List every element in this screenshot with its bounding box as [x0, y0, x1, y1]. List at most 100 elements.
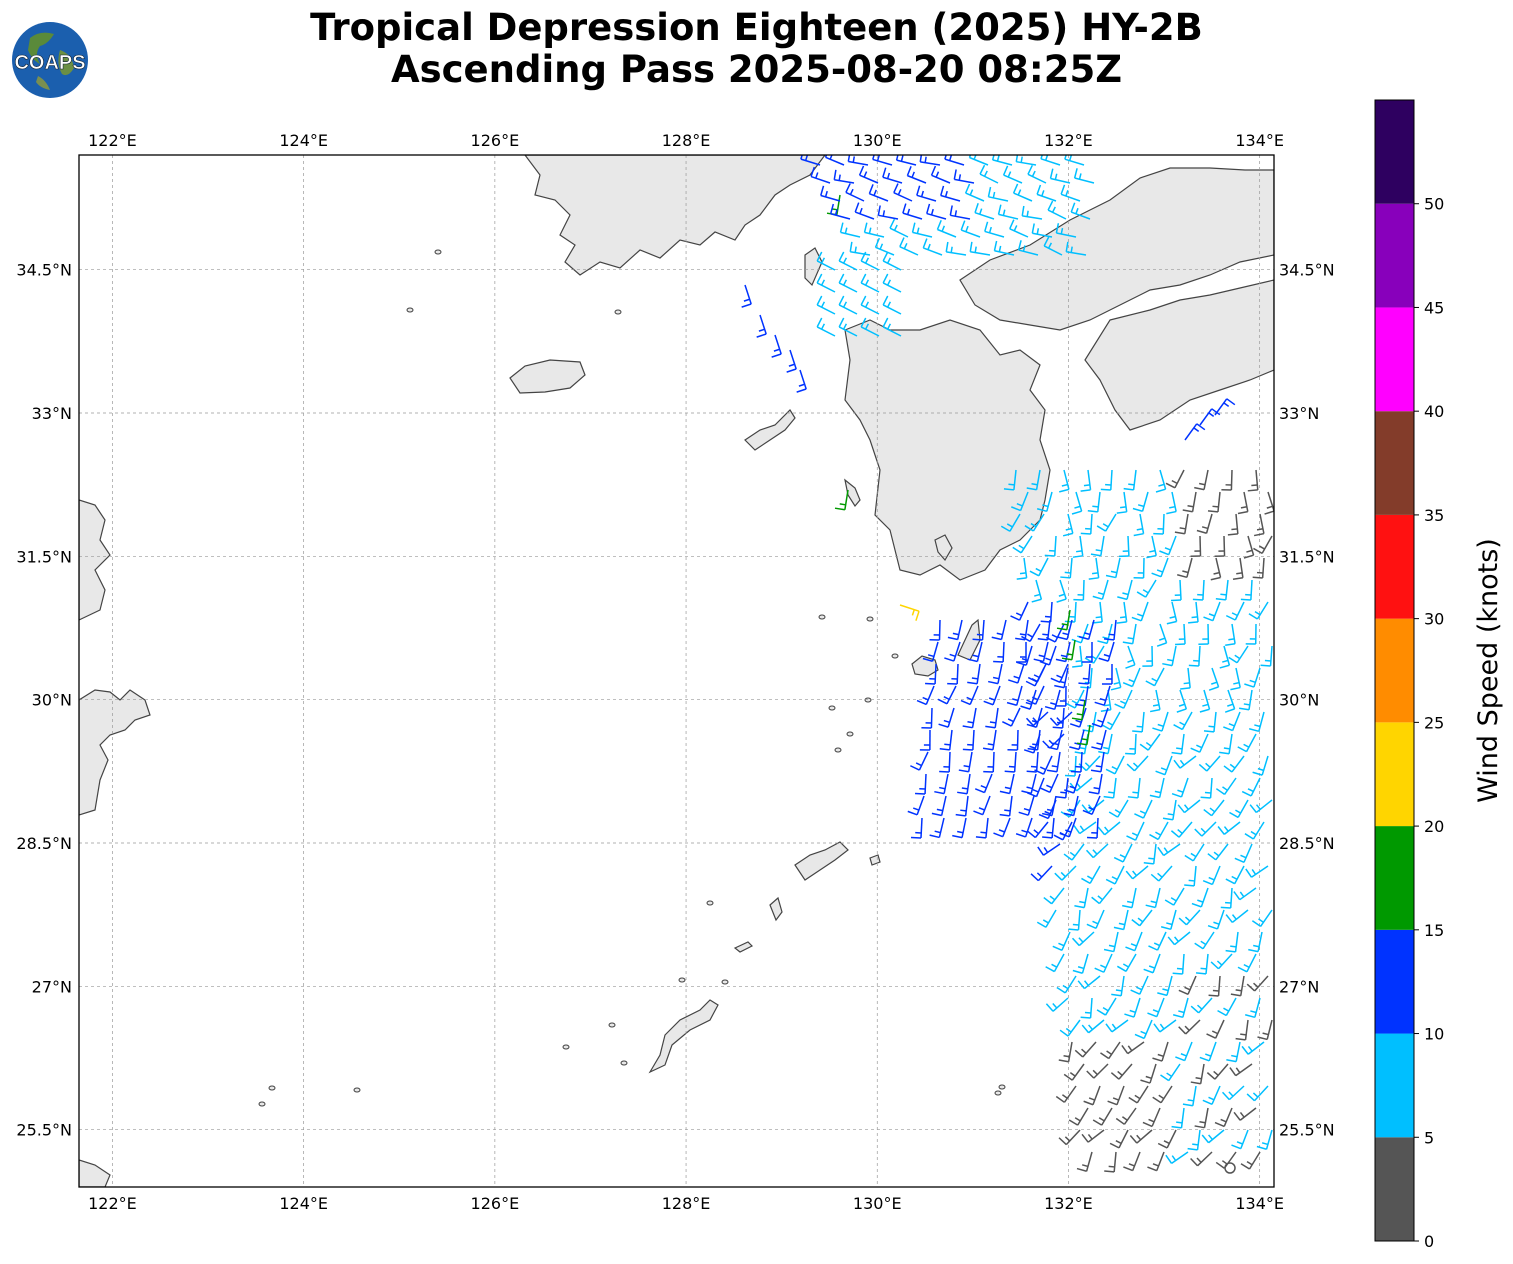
wind-barb	[1103, 619, 1117, 641]
wind-barb	[1101, 711, 1121, 731]
wind-barb	[872, 155, 893, 166]
wind-barb	[1080, 469, 1092, 492]
colorbar-tick-label: 45	[1424, 298, 1444, 317]
wind-barb	[939, 729, 953, 751]
wind-barb	[945, 241, 967, 256]
wind-barb	[919, 729, 931, 751]
lat-tick-label: 27°N	[32, 977, 72, 996]
wind-barb	[1012, 183, 1033, 202]
wind-barb	[1173, 711, 1193, 731]
wind-barb	[1056, 579, 1067, 603]
wind-barb	[1245, 997, 1261, 1019]
wind-barb	[1225, 931, 1239, 953]
wind-barb	[1065, 241, 1087, 256]
wind-barb	[916, 185, 937, 202]
wind-barb	[1081, 1019, 1105, 1034]
wind-barb	[1076, 724, 1091, 746]
land-layer	[79, 155, 1274, 1187]
wind-barb	[975, 817, 989, 839]
wind-barb	[1235, 1019, 1249, 1041]
wind-barb	[1088, 773, 1103, 795]
wind-barb	[1182, 491, 1197, 513]
landmass	[79, 1159, 111, 1187]
wind-barb	[1086, 909, 1105, 930]
colorbar-segment	[1375, 618, 1414, 723]
wind-barb	[1073, 579, 1085, 601]
wind-barb	[1007, 729, 1019, 751]
wind-barb	[1178, 975, 1197, 996]
wind-barb	[1064, 601, 1077, 623]
wind-barb	[921, 707, 933, 729]
wind-barb	[991, 619, 1007, 641]
wind-barb	[1126, 755, 1149, 772]
wind-barb	[1203, 711, 1217, 733]
wind-barb	[1215, 579, 1229, 601]
wind-barb	[1036, 491, 1053, 513]
islet	[891, 653, 899, 659]
wind-barb	[1143, 953, 1161, 974]
wind-barb	[1253, 513, 1265, 537]
wind-barb	[1170, 821, 1193, 838]
wind-barb	[1188, 645, 1201, 667]
wind-barb	[1031, 579, 1043, 603]
wind-barb	[1108, 799, 1129, 818]
lat-tick-label: 25.5°N	[16, 1121, 72, 1140]
wind-barb	[967, 641, 983, 663]
lat-tick-label: 34.5°N	[16, 261, 72, 280]
wind-barb	[1090, 751, 1105, 773]
wind-barb	[800, 155, 821, 166]
wind-barb	[1068, 1107, 1089, 1126]
wind-barb	[1194, 821, 1217, 837]
wind-barb	[1219, 645, 1231, 669]
wind-barb	[1134, 799, 1153, 819]
wind-barb	[1221, 469, 1233, 491]
islet	[434, 249, 442, 255]
wind-barb	[906, 166, 927, 184]
wind-barb	[882, 295, 902, 315]
wind-barb	[1180, 667, 1191, 690]
wind-barb	[1142, 645, 1154, 667]
wind-barb	[968, 155, 989, 166]
wind-barb	[1047, 729, 1063, 751]
wind-barb	[967, 663, 981, 685]
wind-barb	[1092, 579, 1109, 600]
wind-barb	[930, 165, 951, 184]
wind-barb	[1121, 1041, 1145, 1055]
wind-barb	[984, 221, 1005, 238]
wind-barb	[1026, 707, 1043, 728]
wind-barb	[1063, 1063, 1085, 1081]
wind-barb	[1085, 843, 1109, 859]
lon-tick-label: 126°E	[471, 1194, 520, 1213]
lon-tick-label: 128°E	[662, 1194, 711, 1213]
islet	[721, 979, 729, 985]
wind-barb	[1043, 236, 1063, 256]
wind-barb	[1015, 619, 1029, 641]
wind-barb	[983, 685, 1001, 706]
wind-barb	[1054, 865, 1077, 881]
wind-barb	[1113, 909, 1129, 931]
wind-barb	[1142, 1107, 1161, 1128]
wind-barb	[926, 203, 947, 220]
map-title-line1: Tropical Depression Eighteen (2025) HY-2…	[310, 6, 1203, 49]
wind-barb	[1247, 469, 1259, 492]
wind-barb	[1058, 1041, 1073, 1063]
wind-barb	[973, 795, 991, 816]
wind-barb	[1214, 398, 1236, 416]
wind-barb	[1127, 777, 1141, 799]
wind-barb	[1091, 729, 1107, 751]
wind-barb	[1198, 755, 1221, 772]
colorbar-tick-label: 20	[1424, 817, 1444, 836]
wind-barb	[1190, 1063, 1205, 1085]
wind-barb	[1225, 909, 1249, 924]
wind-barb	[860, 251, 880, 271]
wind-barb	[834, 489, 849, 511]
wind-barb	[1124, 997, 1141, 1018]
wind-barb	[849, 241, 871, 256]
wind-barb	[1026, 469, 1041, 491]
wind-barb	[947, 663, 959, 685]
lat-tick-label: 28.5°N	[16, 834, 72, 853]
landmass	[79, 499, 111, 621]
islet	[994, 1090, 1002, 1096]
wind-barb	[741, 284, 752, 308]
wind-barb	[1166, 601, 1178, 625]
